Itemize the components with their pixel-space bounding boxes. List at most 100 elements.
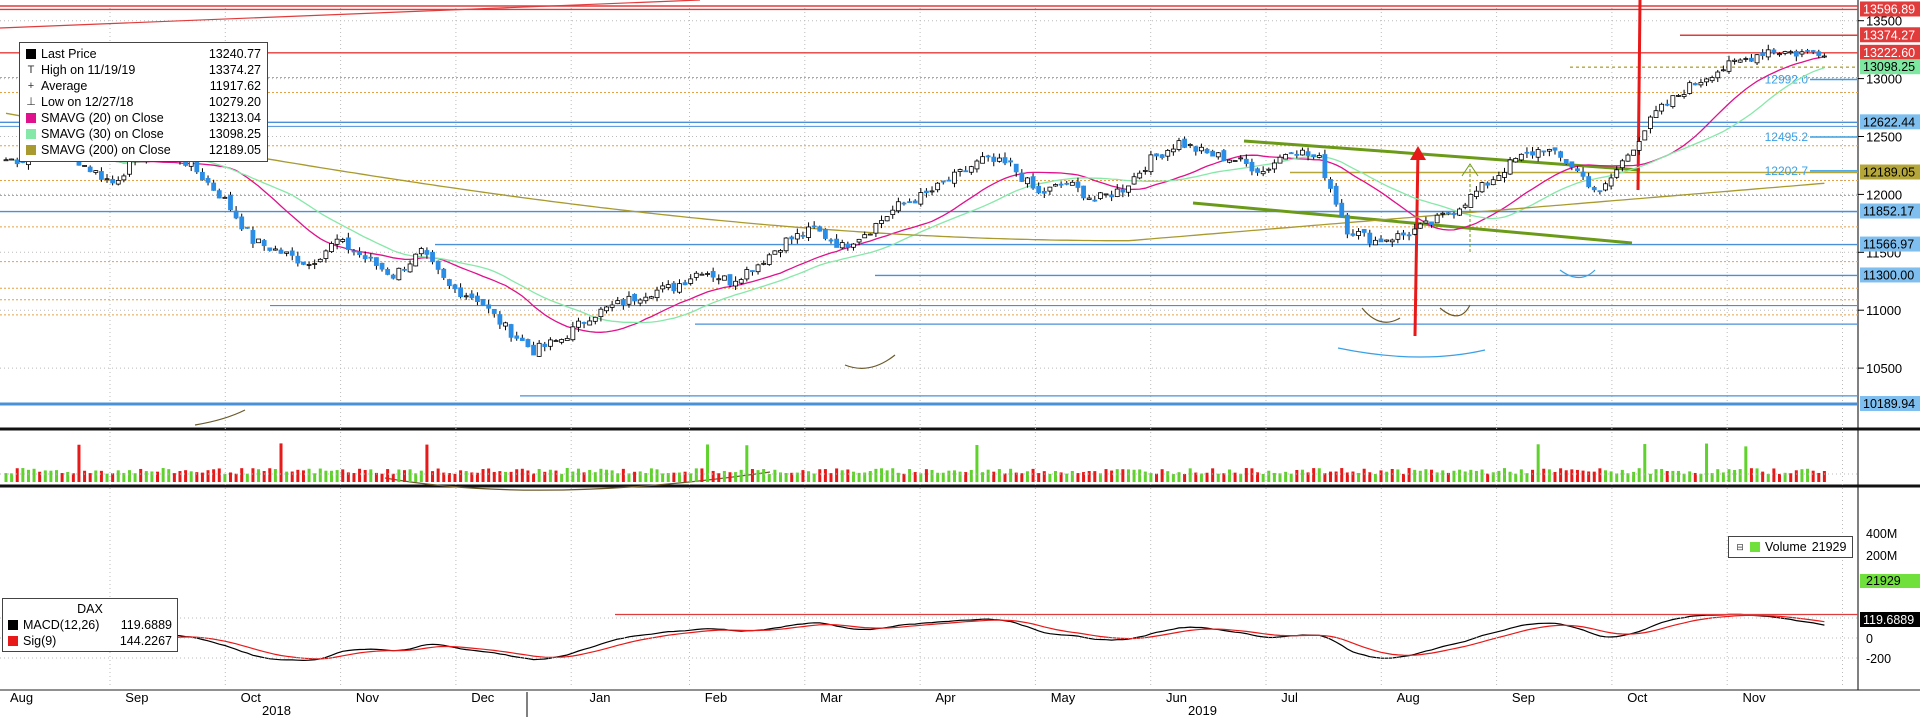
level-label-box: [1860, 236, 1920, 252]
volume-bar: [453, 473, 457, 482]
volume-bar: [835, 468, 839, 482]
candle-body: [1810, 50, 1816, 53]
candle-body: [3, 159, 9, 162]
candle-body: [817, 226, 823, 232]
candle-body: [547, 339, 553, 347]
volume-bar: [666, 473, 670, 482]
pattern-arc: [844, 354, 896, 369]
candle-body: [233, 210, 239, 219]
volume-bar: [1132, 469, 1136, 482]
volume-bar: [1351, 471, 1355, 482]
candle-body: [716, 278, 722, 281]
candle-body: [115, 180, 121, 185]
year-tick-label: 2018: [262, 703, 291, 717]
volume-bar: [1261, 473, 1265, 482]
level-label: 13098.25: [1863, 60, 1915, 74]
candle-body: [413, 253, 419, 267]
candle-body: [918, 192, 924, 205]
collapse-icon[interactable]: ⊟: [1736, 542, 1744, 552]
volume-bar: [526, 470, 530, 482]
volume-bar: [924, 469, 928, 482]
candle-body: [828, 239, 834, 242]
volume-bar: [532, 473, 536, 482]
volume-bar: [610, 470, 614, 482]
volume-bar: [358, 468, 362, 482]
candle-body: [272, 248, 278, 251]
candle-body: [1434, 214, 1440, 224]
volume-bar: [722, 470, 726, 482]
candle-body: [1092, 199, 1098, 202]
volume-bar: [1115, 469, 1119, 482]
volume-bar: [1183, 473, 1187, 482]
candle-body: [1361, 229, 1367, 233]
month-tick-label: Nov: [356, 690, 380, 705]
candle-body: [890, 209, 896, 215]
sma20-line: [5, 56, 1825, 333]
volume-bar: [1452, 470, 1456, 482]
volume-bar: [369, 469, 373, 482]
candle-body: [1356, 230, 1361, 236]
legend-swatch-volume: [1750, 542, 1760, 552]
candle-body: [800, 234, 806, 237]
candle-body: [104, 178, 110, 181]
volume-bar: [1267, 470, 1271, 482]
volume-bar: [846, 469, 850, 482]
volume-bar: [425, 444, 429, 482]
legend-row-signal: Sig(9) 144.2267: [8, 633, 172, 649]
candle-body: [1081, 185, 1086, 199]
candle-body: [82, 165, 87, 167]
candle-body: [1395, 233, 1401, 240]
volume-bar: [290, 471, 294, 482]
volume-bar: [1244, 468, 1248, 482]
volume-bar: [1570, 469, 1574, 482]
candle-body: [441, 268, 447, 278]
candle-body: [1788, 51, 1794, 54]
candle-body: [1490, 179, 1496, 186]
volume-bar: [790, 472, 794, 482]
candle-body: [497, 314, 503, 325]
volume-bar: [212, 469, 216, 482]
volume-bar: [257, 469, 261, 482]
candle-body: [1344, 214, 1350, 235]
volume-bar: [947, 470, 951, 482]
candle-body: [1036, 185, 1042, 194]
candle-body: [592, 316, 598, 322]
volume-bar: [1682, 473, 1686, 482]
volume-bar: [195, 472, 199, 482]
candle-body: [1457, 208, 1462, 216]
candle-body: [1098, 192, 1103, 199]
candle-body: [1558, 151, 1564, 158]
volume-bar: [1031, 468, 1035, 482]
volume-bar: [1688, 471, 1692, 482]
legend-row-last-price: Last Price 13240.77: [26, 46, 261, 62]
volume-bar: [1497, 470, 1501, 482]
volume-bar: [1458, 469, 1462, 482]
volume-bar: [116, 470, 120, 482]
candle-body: [1502, 172, 1507, 178]
level-label-box: [1860, 164, 1920, 180]
volume-bar: [1435, 472, 1439, 482]
volume-bar: [1738, 469, 1742, 482]
candle-body: [1148, 154, 1154, 173]
candle-body: [1575, 168, 1580, 172]
volume-bar: [621, 468, 625, 482]
candle-body: [1288, 152, 1294, 155]
candle-body: [1765, 49, 1771, 58]
volume-bar: [936, 472, 940, 482]
volume-bar: [1789, 473, 1793, 482]
candle-body: [385, 269, 391, 275]
legend-label-signal: Sig(9): [23, 634, 57, 648]
candle-body: [744, 269, 750, 280]
volume-bar: [352, 473, 356, 482]
volume-bar: [807, 471, 811, 482]
candle-body: [1109, 194, 1115, 198]
volume-bar: [627, 473, 631, 482]
candle-body: [463, 295, 469, 298]
volume-bar: [470, 472, 474, 482]
candle-body: [452, 284, 458, 290]
candle-body: [1013, 163, 1019, 173]
month-tick-label: Oct: [241, 690, 262, 705]
volume-bar: [1334, 471, 1338, 482]
candle-body: [1670, 95, 1676, 108]
